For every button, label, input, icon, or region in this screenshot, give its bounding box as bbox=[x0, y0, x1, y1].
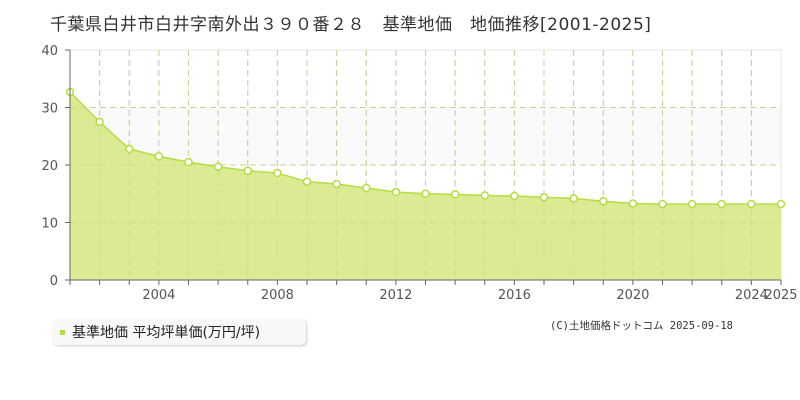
data-markers bbox=[65, 87, 786, 209]
data-point-marker[interactable] bbox=[184, 157, 193, 167]
y-tick-label: 30 bbox=[41, 102, 58, 117]
data-point-marker[interactable] bbox=[450, 190, 460, 199]
y-tick-label: 0 bbox=[50, 274, 58, 289]
data-point-marker[interactable] bbox=[569, 194, 578, 203]
chart-title: 千葉県白井市白井字南外出３９０番２８ 基準地価 地価推移[2001-2025] bbox=[50, 15, 652, 35]
data-point-marker[interactable] bbox=[95, 117, 104, 127]
data-point-marker[interactable] bbox=[273, 168, 282, 178]
copyright-text: (C)土地価格ドットコム 2025-09-18 bbox=[550, 320, 734, 332]
data-point-marker[interactable] bbox=[539, 192, 549, 202]
x-tick-label: 2016 bbox=[498, 288, 531, 303]
data-point-marker[interactable] bbox=[717, 199, 726, 209]
data-point-marker[interactable] bbox=[510, 191, 519, 201]
x-tick-label: 2004 bbox=[142, 288, 175, 303]
x-tick-label: 2008 bbox=[261, 288, 294, 303]
data-point-marker[interactable] bbox=[332, 179, 341, 189]
data-point-marker[interactable] bbox=[628, 199, 638, 208]
x-tick-label: 2025 bbox=[764, 288, 797, 303]
data-point-marker[interactable] bbox=[391, 187, 401, 197]
data-point-marker[interactable] bbox=[125, 144, 134, 154]
data-point-marker[interactable] bbox=[362, 183, 371, 193]
y-tick-label: 20 bbox=[41, 159, 58, 174]
y-tick-label: 40 bbox=[41, 44, 58, 59]
y-axis-labels: 0 10 20 30 40 bbox=[41, 44, 58, 289]
y-tick-label: 10 bbox=[41, 217, 58, 232]
data-point-marker[interactable] bbox=[213, 162, 223, 171]
data-point-marker[interactable] bbox=[243, 166, 252, 175]
data-point-marker[interactable] bbox=[480, 191, 489, 200]
x-tick-label: 2012 bbox=[379, 288, 412, 303]
legend-swatch-icon bbox=[60, 330, 65, 335]
data-point-marker[interactable] bbox=[776, 199, 786, 209]
data-point-marker[interactable] bbox=[599, 196, 608, 206]
data-point-marker[interactable] bbox=[747, 199, 756, 209]
data-point-marker[interactable] bbox=[302, 177, 312, 186]
data-point-marker[interactable] bbox=[658, 199, 667, 209]
data-point-marker[interactable] bbox=[687, 199, 697, 209]
data-point-marker[interactable] bbox=[421, 189, 430, 198]
legend[interactable]: 基準地価 平均坪単価(万円/坪) bbox=[52, 319, 306, 345]
data-point-marker[interactable] bbox=[154, 152, 164, 161]
x-tick-label: 2020 bbox=[616, 288, 649, 303]
x-tick-label: 2024 bbox=[735, 288, 768, 303]
axes bbox=[65, 49, 782, 285]
legend-label: 基準地価 平均坪単価(万円/坪) bbox=[72, 325, 261, 341]
